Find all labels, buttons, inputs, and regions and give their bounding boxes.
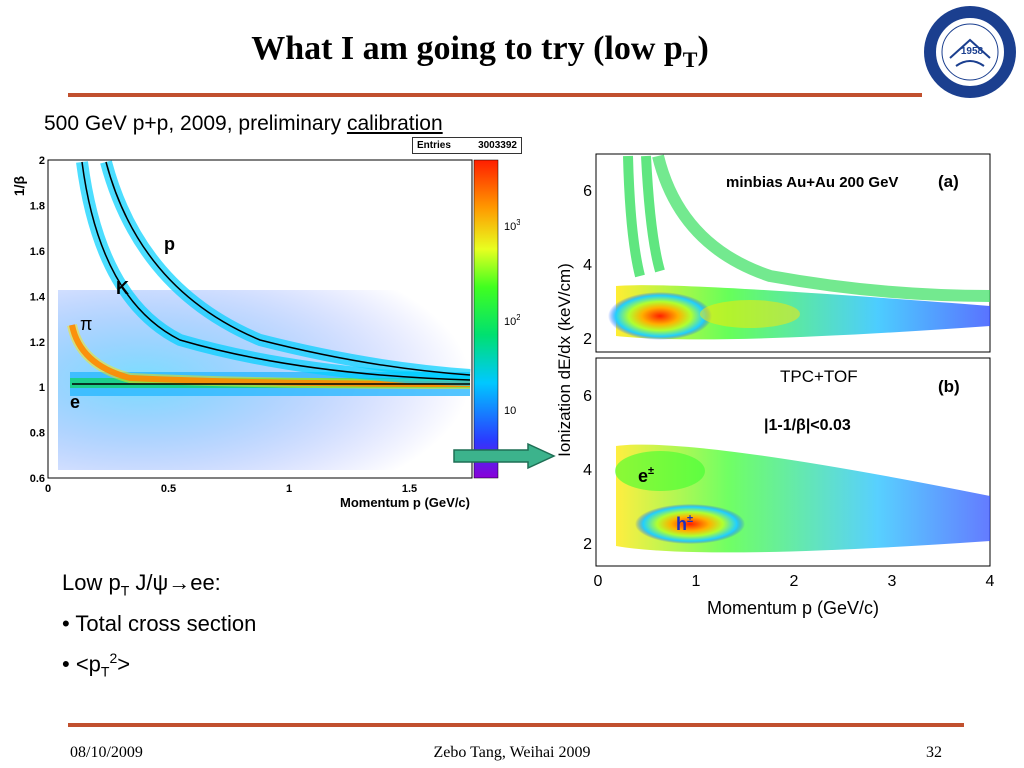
label-proton: p [164,234,175,254]
tof-beta-plot: p K π e 103 102 10 1/β Momentum p (GeV/c… [11,155,520,510]
note-bullet-cross-section: • Total cross section [62,611,257,637]
left-ytick: 1.8 [30,201,45,213]
left-plot-ylabel: 1/β [11,175,27,196]
left-ytick: 0.8 [30,428,45,440]
left-xtick: 1.5 [402,483,417,495]
note-bullet-pt2: • <pT2> [62,650,131,681]
left-ytick: 1 [39,382,45,394]
left-ytick: 1.2 [30,337,45,349]
panel-b-caption: |1-1/β|<0.03 [764,417,851,434]
left-xtick: 1 [286,483,292,495]
logo-year: 1958 [960,46,984,57]
colorbar-ticks: 103 102 10 [504,218,520,417]
entries-box: Entries 3003392 [412,137,522,154]
right-xtick: 1 [692,573,701,590]
left-plot-xlabel: Momentum p (GeV/c) [340,495,470,510]
label-kaon: K [116,278,129,298]
label-h-pm: h± [676,513,693,534]
panel-a-ytick: 6 [583,183,592,200]
panel-b-ytick: 6 [583,388,592,405]
right-xtick: 0 [594,573,603,590]
right-plot-ylabel: Ionization dE/dx (keV/cm) [555,263,574,457]
label-pion: π [80,314,92,334]
panel-b-ytick: 2 [583,536,592,553]
footer-date: 08/10/2009 [70,744,143,761]
label-electron: e [70,392,80,412]
colorbar-tick: 10 [504,405,516,417]
panel-a-caption: minbias Au+Au 200 GeV [726,174,898,191]
slide-number: 32 [926,744,942,761]
arrow-right-icon: → [168,570,191,595]
right-plot-xlabel: Momentum p (GeV/c) [707,598,879,618]
label-e-pm: e± [638,465,654,486]
plot-subtitle: 500 GeV p+p, 2009, preliminary calibrati… [44,112,443,135]
university-seal-icon: 1958 [924,6,1016,98]
footer-author: Zebo Tang, Weihai 2009 [433,744,591,761]
colorbar [473,159,499,479]
panel-b-tag: TPC+TOF [780,367,858,386]
panel-b-ytick: 4 [583,462,592,479]
colorbar-tick: 102 [504,313,520,328]
left-ytick: 0.6 [30,473,45,485]
left-xtick: 0.5 [161,483,176,495]
colorbar-tick: 103 [504,218,520,233]
slide-title: What I am going to try (low pT) [251,30,709,72]
bottom-divider [68,723,964,727]
notes-block: Low pT J/ψ→ee: • Total cross section • <… [62,566,256,689]
panel-a-ytick: 2 [583,331,592,348]
left-ytick: 1.4 [30,291,46,303]
panel-a-label: (a) [938,172,959,191]
right-xtick: 4 [986,573,995,590]
top-divider [68,93,922,97]
note-jpsi-line: Low pT J/ψ→ee: [62,570,221,599]
right-xtick: 2 [790,573,799,590]
arrow-icon [453,442,556,470]
panel-a-ytick: 4 [583,257,592,274]
panel-b-label: (b) [938,377,960,396]
right-xtick: 3 [888,573,897,590]
left-xtick: 0 [45,483,51,495]
left-ytick: 1.6 [30,246,45,258]
dedx-plot: minbias Au+Au 200 GeV (a) TPC+TOF (b) |1… [555,153,995,618]
left-ytick: 2 [39,155,45,167]
